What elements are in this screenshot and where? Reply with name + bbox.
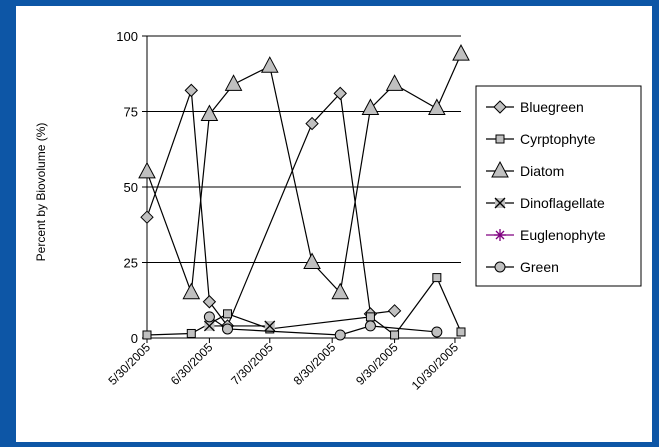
legend-box xyxy=(475,85,642,287)
point-diatom xyxy=(182,282,201,300)
point-diatom xyxy=(361,98,380,115)
point-diatom xyxy=(385,74,404,91)
legend-marker-dinoflagellate xyxy=(494,197,506,209)
point-diatom xyxy=(138,161,156,179)
legend-marker-cyrptophyte xyxy=(495,134,505,144)
series-green xyxy=(203,311,443,341)
point-green xyxy=(334,329,346,341)
y-axis-label: Percent by Biovolume (%) xyxy=(34,123,48,262)
legend-label: Bluegreen xyxy=(520,99,584,115)
legend-marker-green xyxy=(494,261,506,273)
x-tick-labels: 5/30/2005 6/30/2005 7/30/2005 8/30/2005 9/30… xyxy=(105,340,461,393)
point-cyrptophyte xyxy=(142,330,152,340)
point-diatom xyxy=(452,44,470,61)
legend-marker-euglenophyte xyxy=(494,229,506,241)
legend: Bluegreen Cyrptophyte Diatom Dinoflagellate… xyxy=(475,85,642,287)
point-bluegreen xyxy=(387,304,402,318)
legend-item-bluegreen: Bluegreen xyxy=(486,99,584,115)
point-diatom xyxy=(331,282,350,300)
series-layer xyxy=(138,44,470,341)
point-green xyxy=(203,311,215,323)
legend-item-euglenophyte: Euglenophyte xyxy=(486,227,606,243)
point-cyrptophyte xyxy=(223,309,233,319)
point-bluegreen xyxy=(202,295,217,309)
y-tick-labels: 0 25 50 75 100 xyxy=(116,29,138,346)
legend-item-diatom: Diatom xyxy=(486,160,564,179)
chart-panel: 0 25 50 75 100 5/30/2005 6/30/2005 7/30/2005 8/… xyxy=(16,6,652,442)
legend-label: Cyrptophyte xyxy=(520,131,596,147)
point-green xyxy=(431,326,443,338)
series-line-bluegreen xyxy=(146,90,395,328)
point-diatom xyxy=(200,104,219,122)
point-bluegreen xyxy=(333,86,347,101)
legend-item-dinoflagellate: Dinoflagellate xyxy=(486,195,605,211)
legend-label: Diatom xyxy=(520,163,564,179)
series-cyrptophyte xyxy=(142,273,466,340)
x-tick-label: 9/30/2005 xyxy=(353,340,401,388)
point-dinoflagellate xyxy=(264,320,276,332)
point-cyrptophyte xyxy=(390,330,400,340)
point-cyrptophyte xyxy=(432,273,442,283)
y-tick-label: 0 xyxy=(131,331,138,346)
point-dinoflagellate xyxy=(203,320,215,332)
legend-label: Dinoflagellate xyxy=(520,195,605,211)
point-diatom xyxy=(260,56,279,73)
x-tick-label: 7/30/2005 xyxy=(228,340,276,388)
legend-marker-diatom xyxy=(491,160,509,178)
y-tick-label: 50 xyxy=(124,180,138,195)
y-tick-label: 75 xyxy=(124,105,138,120)
point-bluegreen xyxy=(184,83,198,98)
x-tick-label: 10/30/2005 xyxy=(409,340,462,393)
y-tick-label: 100 xyxy=(116,29,138,44)
legend-item-green: Green xyxy=(486,259,559,275)
point-diatom xyxy=(303,252,321,269)
point-cyrptophyte xyxy=(365,312,375,322)
legend-marker-bluegreen xyxy=(493,100,507,114)
point-diatom xyxy=(224,74,243,91)
series-dinoflagellate xyxy=(203,320,276,332)
point-diatom xyxy=(428,98,446,115)
gridlines xyxy=(147,35,461,263)
series-diatom xyxy=(138,44,470,300)
point-bluegreen xyxy=(140,210,154,224)
x-tick-label: 8/30/2005 xyxy=(291,340,339,388)
point-bluegreen xyxy=(305,116,319,131)
line-chart: 0 25 50 75 100 5/30/2005 6/30/2005 7/30/2005 8/… xyxy=(34,29,642,393)
legend-label: Green xyxy=(520,259,559,275)
point-cyrptophyte xyxy=(186,328,196,338)
point-green xyxy=(364,320,376,332)
x-tick-label: 5/30/2005 xyxy=(105,340,153,388)
series-line-cyrptophyte xyxy=(146,276,462,336)
y-tick-label: 25 xyxy=(124,256,138,271)
point-green xyxy=(222,323,234,335)
legend-item-cyrptophyte: Cyrptophyte xyxy=(486,131,596,147)
x-tick-label: 6/30/2005 xyxy=(168,340,216,388)
series-bluegreen xyxy=(140,83,402,333)
legend-label: Euglenophyte xyxy=(520,227,606,243)
point-cyrptophyte xyxy=(456,327,466,337)
